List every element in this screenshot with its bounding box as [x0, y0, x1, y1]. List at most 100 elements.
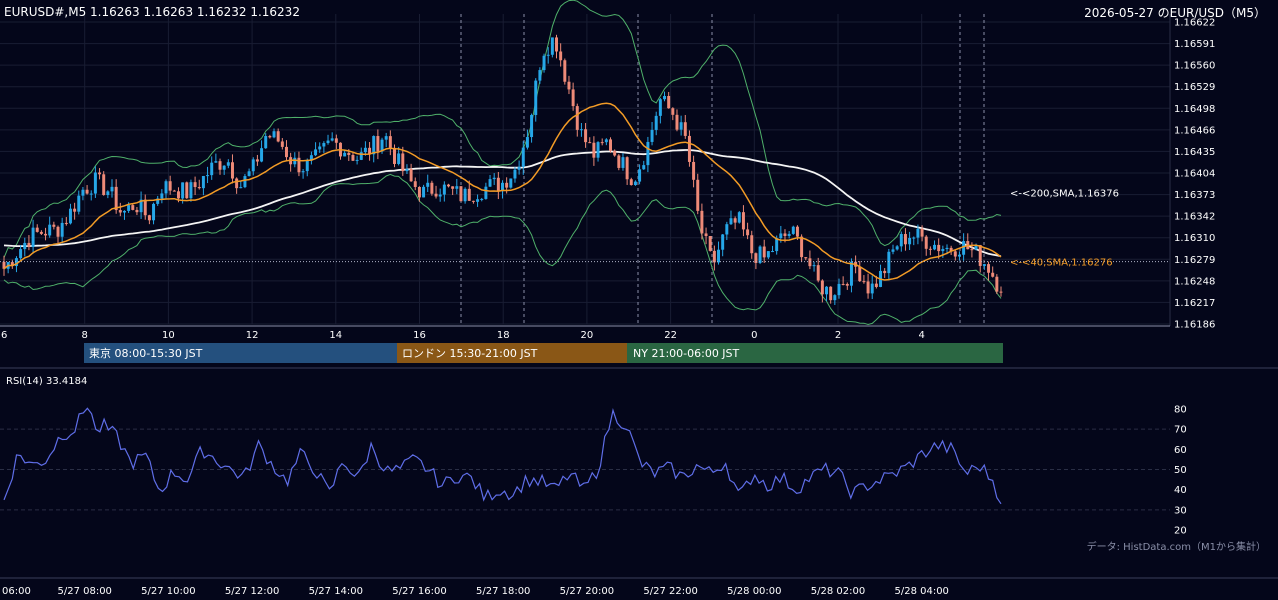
candle-body	[559, 51, 563, 61]
candle-body	[73, 208, 77, 212]
candle-body	[156, 198, 160, 204]
candle-body	[60, 222, 64, 237]
price-tick-label: 1.16279	[1174, 255, 1215, 266]
rsi-tick-label: 80	[1174, 405, 1187, 416]
candle-body	[85, 189, 89, 194]
candle-body	[264, 136, 268, 149]
candle-body	[181, 182, 185, 199]
candle-body	[309, 155, 313, 161]
hour-tick-label: 12	[246, 330, 259, 341]
time-tick-label: 5/27 16:00	[392, 586, 446, 597]
candle-body	[945, 247, 949, 250]
candle-body	[355, 159, 359, 161]
candle-body	[110, 186, 114, 192]
session-ny-label: NY 21:00-06:00 JST	[633, 347, 740, 360]
candle-body	[700, 210, 704, 234]
candle-body	[962, 241, 966, 255]
candle-body	[122, 210, 126, 213]
time-axis: 06:00 5/27 08:00 5/27 10:00 5/27 12:00 5/27 …	[2, 586, 949, 597]
session-ny	[627, 343, 1003, 363]
rsi-grid	[0, 428, 1170, 511]
candle-body	[14, 258, 18, 267]
candle-body	[401, 153, 405, 172]
candle-body	[2, 261, 6, 269]
candle-body	[708, 236, 712, 251]
candle-body	[471, 200, 475, 202]
time-tick-label: 5/27 14:00	[309, 586, 363, 597]
time-tick-label: 5/28 02:00	[811, 586, 865, 597]
candle-body	[218, 161, 222, 170]
price-tick-label: 1.16217	[1174, 298, 1215, 309]
candle-body	[114, 186, 118, 211]
time-tick-label: 06:00	[2, 586, 31, 597]
candle-body	[243, 176, 247, 188]
candle-body	[567, 81, 571, 90]
candle-body	[862, 281, 866, 283]
hour-tick-label: 14	[329, 330, 342, 341]
candle-body	[874, 283, 878, 287]
candle-body	[825, 286, 829, 295]
candle-body	[758, 246, 762, 263]
candle-body	[330, 138, 334, 141]
candle-body	[555, 37, 558, 52]
candle-body	[638, 169, 642, 182]
rsi-line	[3, 407, 1002, 505]
candle-body	[426, 182, 430, 187]
candle-body	[268, 136, 272, 138]
candle-body	[260, 148, 264, 162]
candle-body	[467, 188, 471, 201]
sma200-line	[3, 149, 1002, 258]
candle-body	[841, 283, 845, 285]
candle-body	[887, 251, 891, 274]
candle-body	[600, 142, 604, 144]
candle-body	[613, 150, 617, 156]
candle-body	[301, 171, 305, 173]
candle-body	[139, 199, 143, 213]
candle-body	[584, 129, 588, 143]
rsi-tick-label: 40	[1174, 485, 1187, 496]
candle-body	[68, 208, 72, 224]
rsi-tick-label: 30	[1174, 505, 1187, 516]
candle-body	[368, 147, 372, 155]
candle-body	[525, 137, 529, 148]
rsi-tick-label: 60	[1174, 445, 1187, 456]
candle-body	[912, 237, 916, 239]
candle-body	[712, 250, 716, 263]
candle-body	[251, 159, 255, 172]
candle-body	[804, 257, 808, 259]
candle-body	[39, 231, 43, 234]
candle-body	[442, 184, 446, 195]
price-tick-label: 1.16622	[1174, 18, 1215, 29]
candle-body	[766, 251, 770, 258]
hour-tick-label: 20	[581, 330, 594, 341]
candle-body	[687, 135, 691, 162]
candle-body	[255, 159, 259, 162]
candle-body	[27, 242, 31, 248]
candle-body	[978, 245, 982, 266]
time-tick-label: 5/27 10:00	[141, 586, 195, 597]
rsi-label: RSI(14) 33.4184	[6, 376, 87, 387]
candle-body	[654, 115, 658, 130]
candle-body	[924, 236, 928, 249]
candlesticks	[2, 34, 1003, 305]
candle-body	[351, 154, 355, 161]
price-tick-label: 1.16498	[1174, 104, 1215, 115]
candle-body	[388, 136, 392, 148]
symbol-info: EURUSD#,M5 1.16263 1.16263 1.16232 1.162…	[4, 5, 300, 19]
candle-body	[409, 169, 413, 182]
sma40-label: <-<40,SMA,1.16276	[1010, 258, 1113, 269]
candle-body	[64, 222, 68, 224]
candle-body	[538, 70, 542, 81]
session-divider-lines	[460, 14, 985, 324]
candle-body	[168, 181, 172, 191]
candle-body	[521, 147, 525, 167]
candle-body	[899, 234, 903, 247]
candle-body	[451, 186, 455, 189]
price-tick-label: 1.16186	[1174, 320, 1215, 331]
candle-body	[816, 265, 820, 281]
candle-body	[127, 205, 131, 211]
candle-body	[995, 276, 999, 292]
candle-body	[164, 181, 168, 194]
rsi-tick-label: 20	[1174, 526, 1187, 537]
